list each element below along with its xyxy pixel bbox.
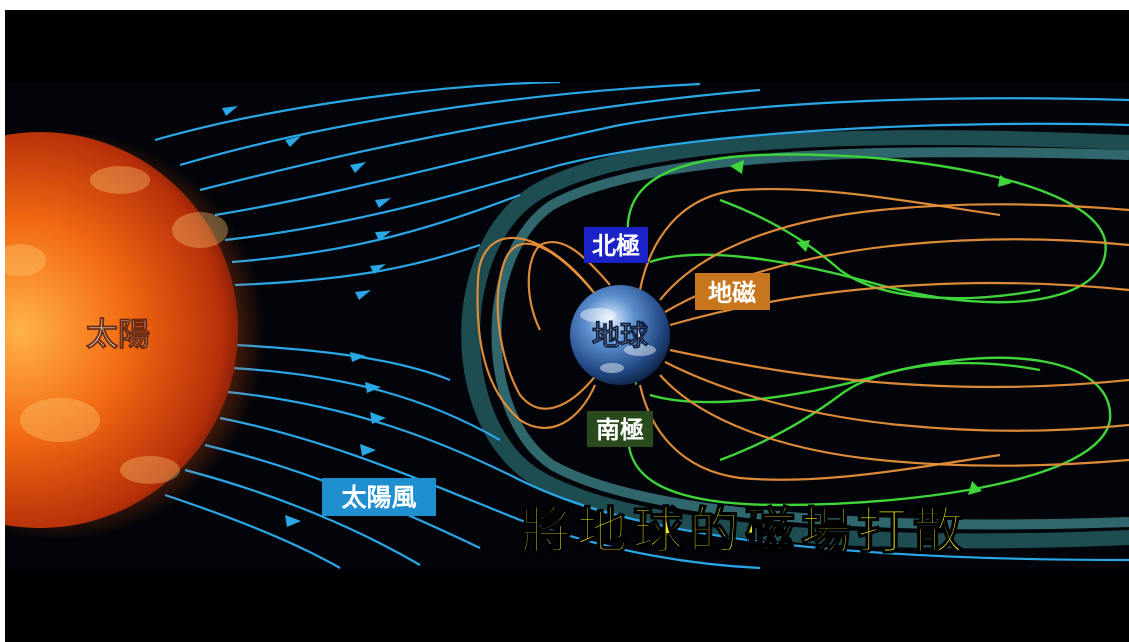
arrow (360, 444, 376, 456)
arrow (968, 481, 982, 495)
earth-icon (570, 285, 670, 385)
earth-clouds (580, 308, 656, 373)
geomagnetic-line (638, 384, 1001, 481)
solar-wind-line (199, 88, 761, 192)
south-pole-label: 南極 (596, 415, 644, 444)
solar-wind-line (179, 82, 701, 167)
solar-wind-line (227, 390, 1129, 562)
solar-wind-line (224, 122, 1129, 242)
solar-wind-line (214, 97, 1129, 217)
auroral-field-lines (626, 153, 1112, 507)
solar-wind-line (219, 416, 761, 570)
solar-wind-line (231, 193, 521, 264)
solar-wind-line (154, 80, 561, 142)
arrow (796, 240, 810, 252)
arrow (375, 198, 391, 208)
arrow (222, 106, 238, 116)
arrow (730, 160, 744, 174)
solar-wind-label: 太陽風 (341, 483, 416, 512)
solar-wind-line (231, 366, 501, 441)
sun-label: 太陽 (86, 315, 150, 353)
auroral-inner-upper (719, 198, 1041, 300)
margin-top (0, 0, 1129, 10)
sun-clip-bottom (5, 570, 1129, 642)
solar-wind-lines (154, 80, 1129, 570)
geomagnetic-line (638, 187, 1001, 291)
geomagnetic-line (659, 374, 1129, 467)
earth-label: 地球 (592, 319, 649, 352)
arrow (370, 264, 386, 274)
arrow (285, 136, 301, 147)
geomagnetic-line (669, 348, 1129, 389)
geomagnetic-line (476, 236, 597, 430)
geomagnetic-line (664, 361, 1129, 432)
sun-surface-texture (0, 166, 228, 484)
solar-wind-line (164, 493, 341, 569)
arrow (285, 515, 301, 527)
sun-icon (0, 132, 238, 528)
geomagnetic-line (659, 203, 1129, 301)
north-pole-box (584, 227, 648, 263)
arrow (365, 382, 381, 393)
solar-wind-arrows (222, 106, 391, 527)
geomagnetic-box (695, 273, 770, 310)
arrow (370, 412, 386, 424)
auroral-inner-lower (719, 361, 1041, 462)
north-pole-label: 北極 (592, 231, 640, 260)
sun-clip-top (0, 10, 1129, 82)
arrow (350, 352, 366, 362)
arrow (350, 162, 366, 173)
solar-wind-line (184, 468, 421, 566)
auroral-loop-upper (626, 153, 1107, 304)
arrow (375, 231, 391, 241)
auroral-loop-lower (627, 356, 1112, 507)
solar-wind-line (234, 243, 481, 287)
caption-text: 將地球的磁場打散 (521, 502, 969, 560)
solar-wind-box (322, 478, 436, 516)
arrow (998, 175, 1012, 187)
geomagnetic-label: 地磁 (708, 278, 756, 307)
south-pole-box (587, 411, 653, 447)
margin-left (0, 0, 5, 642)
arrow (355, 290, 371, 300)
